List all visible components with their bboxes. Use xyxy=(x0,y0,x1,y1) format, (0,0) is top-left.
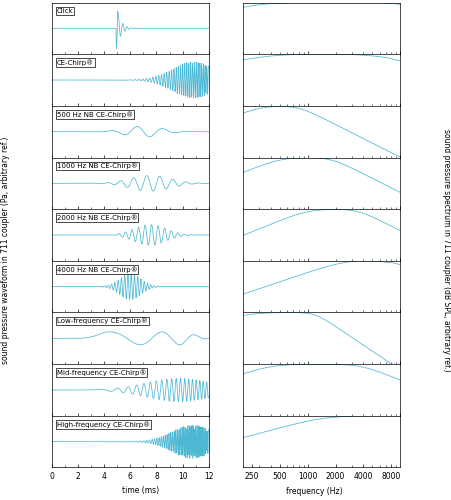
Text: sound pressure waveform in 711 coupler (Pa, arbitrary ref.): sound pressure waveform in 711 coupler (… xyxy=(1,136,10,364)
Text: 500 Hz NB CE-Chirp®: 500 Hz NB CE-Chirp® xyxy=(56,111,133,117)
Text: 1000 Hz NB CE-Chirp®: 1000 Hz NB CE-Chirp® xyxy=(56,162,137,170)
Text: sound pressure spectrum in 711 coupler (dB SPL, arbitrary ref.): sound pressure spectrum in 711 coupler (… xyxy=(441,128,450,372)
Text: Mid-frequency CE-Chirp®: Mid-frequency CE-Chirp® xyxy=(56,370,146,376)
Text: 4000 Hz NB CE-Chirp®: 4000 Hz NB CE-Chirp® xyxy=(56,266,137,272)
Text: 2000 Hz NB CE-Chirp®: 2000 Hz NB CE-Chirp® xyxy=(56,214,137,221)
Text: frequency (Hz): frequency (Hz) xyxy=(285,486,342,496)
Text: time (ms): time (ms) xyxy=(121,486,158,496)
Text: Low-frequency CE-Chirp®: Low-frequency CE-Chirp® xyxy=(56,318,147,324)
Text: CE-Chirp®: CE-Chirp® xyxy=(56,60,94,66)
Text: Click: Click xyxy=(56,8,73,14)
Text: High-frequency CE-Chirp®: High-frequency CE-Chirp® xyxy=(56,421,150,428)
